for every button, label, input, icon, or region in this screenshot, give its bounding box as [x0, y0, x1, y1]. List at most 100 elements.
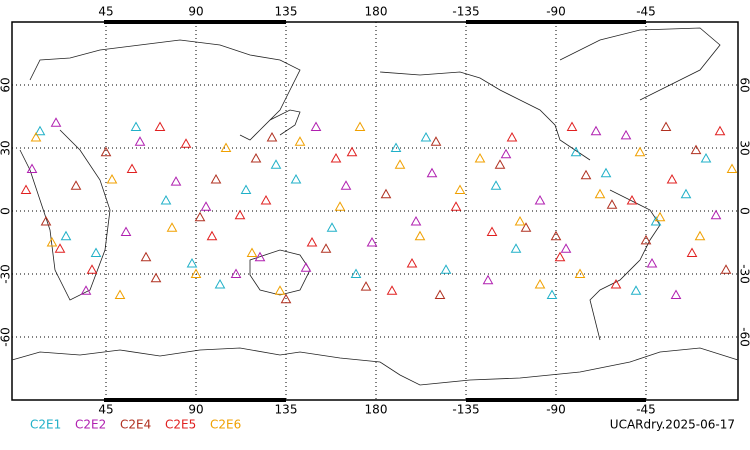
triangle-marker — [694, 230, 706, 241]
x-tick-label: -135 — [452, 5, 479, 19]
triangle-marker — [546, 289, 558, 299]
triangle-marker — [350, 268, 362, 278]
triangle-marker — [570, 146, 582, 157]
x-tick-label: -45 — [636, 5, 656, 19]
triangle-marker — [126, 163, 138, 173]
triangle-marker — [554, 251, 566, 262]
legend-label: C2E4 — [120, 418, 151, 432]
triangle-marker — [494, 159, 506, 169]
y-tick-label: 60 — [0, 77, 13, 92]
triangle-marker — [414, 230, 426, 241]
triangle-marker — [326, 222, 338, 232]
x-tick-label: 180 — [365, 5, 388, 19]
triangle-marker — [690, 144, 702, 155]
triangle-marker — [514, 215, 526, 226]
triangle-marker — [534, 278, 546, 289]
triangle-marker — [666, 173, 678, 184]
triangle-marker — [234, 209, 246, 220]
triangle-marker — [566, 121, 578, 131]
x-tick-label: -90 — [546, 5, 566, 19]
y-tick-label: 0 — [738, 207, 750, 215]
series-markers — [40, 121, 732, 304]
y-tick-label: 30 — [0, 140, 13, 155]
x-tick-label: 90 — [188, 403, 203, 417]
triangle-marker — [720, 264, 732, 274]
x-tick-label: -90 — [546, 403, 566, 417]
triangle-marker — [86, 264, 98, 274]
triangle-marker — [206, 230, 218, 241]
triangle-marker — [40, 215, 52, 226]
triangle-marker — [34, 125, 46, 136]
triangle-marker — [30, 131, 42, 142]
footer-label: UCARdry.2025-06-17 — [610, 418, 735, 432]
triangle-marker — [306, 236, 318, 247]
triangle-marker — [240, 184, 252, 194]
triangle-marker — [154, 121, 166, 131]
triangle-marker — [60, 230, 72, 241]
x-tick-label: 45 — [98, 5, 113, 19]
triangle-marker — [620, 129, 632, 140]
triangle-marker — [714, 125, 726, 136]
triangle-marker — [482, 274, 494, 285]
triangle-marker — [606, 199, 618, 209]
triangle-marker — [190, 268, 202, 278]
triangle-marker — [680, 188, 692, 199]
triangle-marker — [186, 257, 198, 268]
triangle-marker — [560, 243, 572, 253]
triangle-marker — [320, 243, 332, 253]
triangle-marker — [310, 121, 322, 131]
triangle-marker — [454, 184, 466, 194]
legend-label: C2E6 — [210, 418, 241, 432]
triangle-marker — [590, 125, 602, 136]
legend-label: C2E2 — [75, 418, 106, 432]
triangle-marker — [130, 121, 142, 131]
triangle-marker — [170, 176, 182, 186]
triangle-marker — [406, 257, 418, 268]
triangle-marker — [574, 268, 586, 278]
triangle-marker — [434, 289, 446, 299]
triangle-marker — [654, 211, 666, 222]
triangle-marker — [220, 142, 232, 152]
triangle-marker — [600, 167, 612, 178]
triangle-marker — [386, 285, 398, 295]
triangle-marker — [500, 148, 512, 159]
triangle-marker — [520, 222, 532, 232]
triangle-marker — [166, 222, 178, 232]
triangle-marker — [100, 146, 112, 157]
triangle-marker — [670, 289, 682, 299]
triangle-marker — [80, 285, 92, 295]
triangle-marker — [486, 226, 498, 236]
triangle-marker — [660, 121, 672, 131]
series-markers — [26, 117, 722, 299]
triangle-marker — [510, 243, 522, 253]
triangle-marker — [700, 152, 712, 163]
triangle-marker — [610, 278, 622, 289]
triangle-marker — [266, 131, 278, 142]
triangle-marker — [114, 289, 126, 299]
triangle-marker — [640, 234, 652, 245]
triangle-marker — [366, 236, 378, 247]
triangle-marker — [194, 211, 206, 222]
triangle-marker — [686, 247, 698, 257]
triangle-marker — [346, 146, 358, 157]
triangle-marker — [180, 138, 192, 148]
triangle-marker — [390, 142, 402, 152]
triangle-marker — [354, 121, 366, 131]
triangle-marker — [394, 159, 406, 169]
triangle-marker — [646, 257, 658, 268]
y-tick-label: 0 — [0, 207, 13, 215]
triangle-marker — [360, 281, 372, 291]
triangle-marker — [710, 209, 722, 220]
triangle-marker — [440, 264, 452, 274]
triangle-marker — [726, 163, 738, 173]
triangle-marker — [254, 251, 266, 262]
triangle-marker — [420, 131, 432, 142]
triangle-marker — [230, 268, 242, 278]
triangle-marker — [134, 136, 146, 146]
x-tick-label: 135 — [275, 5, 298, 19]
triangle-marker — [274, 285, 286, 295]
triangle-marker — [534, 194, 546, 205]
triangle-marker — [200, 201, 212, 211]
triangle-marker — [550, 230, 562, 241]
